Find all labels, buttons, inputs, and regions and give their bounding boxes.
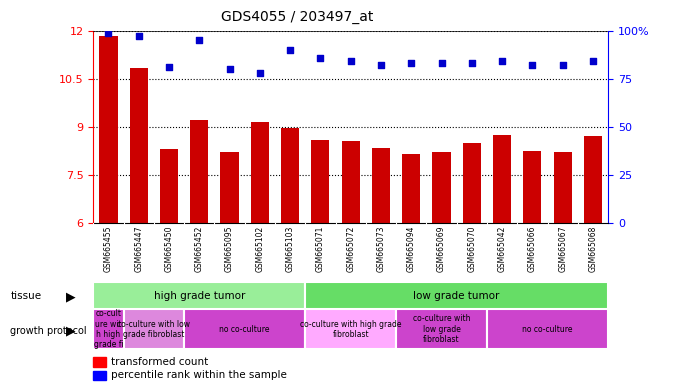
Bar — [463, 143, 481, 223]
Bar — [341, 141, 360, 223]
Text: percentile rank within the sample: percentile rank within the sample — [111, 370, 287, 380]
Point — [315, 55, 326, 61]
Text: GSM665455: GSM665455 — [104, 226, 113, 272]
Text: transformed count: transformed count — [111, 357, 208, 367]
Text: GSM665071: GSM665071 — [316, 226, 325, 272]
Bar — [487, 309, 608, 349]
Point — [103, 30, 114, 36]
Bar — [305, 282, 608, 309]
Bar — [584, 136, 602, 223]
Text: GSM665447: GSM665447 — [134, 226, 143, 272]
Text: ▶: ▶ — [66, 324, 75, 338]
Text: tissue: tissue — [10, 291, 41, 301]
Text: GSM665067: GSM665067 — [558, 226, 567, 272]
Text: GSM665069: GSM665069 — [437, 226, 446, 272]
Text: no co-culture: no co-culture — [220, 325, 270, 334]
Text: GSM665452: GSM665452 — [195, 226, 204, 272]
Bar — [93, 282, 305, 309]
Point — [436, 60, 447, 66]
Bar — [402, 154, 420, 223]
Text: GSM665450: GSM665450 — [164, 226, 173, 272]
Bar — [100, 36, 117, 223]
Bar — [93, 309, 124, 349]
Text: no co-culture: no co-culture — [522, 325, 573, 334]
Point — [527, 62, 538, 68]
Point — [285, 47, 296, 53]
Bar — [523, 151, 542, 223]
Text: co-culture with high grade
fibroblast: co-culture with high grade fibroblast — [300, 319, 401, 339]
Bar — [372, 147, 390, 223]
Point — [224, 66, 235, 72]
Text: GSM665073: GSM665073 — [377, 226, 386, 272]
Point — [557, 62, 568, 68]
Text: co-culture with
low grade
fibroblast: co-culture with low grade fibroblast — [413, 314, 471, 344]
Bar — [312, 139, 330, 223]
Point — [466, 60, 477, 66]
Bar — [130, 68, 148, 223]
Text: GSM665068: GSM665068 — [589, 226, 598, 272]
Point — [164, 64, 175, 70]
Text: GSM665103: GSM665103 — [285, 226, 294, 272]
Bar — [396, 309, 487, 349]
Text: GSM665094: GSM665094 — [407, 226, 416, 272]
Text: GSM665042: GSM665042 — [498, 226, 507, 272]
Text: co-culture with low
grade fibroblast: co-culture with low grade fibroblast — [117, 319, 190, 339]
Text: GSM665070: GSM665070 — [467, 226, 476, 272]
Text: ▶: ▶ — [66, 290, 75, 303]
Text: low grade tumor: low grade tumor — [413, 291, 500, 301]
Bar — [190, 120, 209, 223]
Bar — [160, 149, 178, 223]
Bar — [184, 309, 305, 349]
Point — [193, 37, 205, 43]
Point — [406, 60, 417, 66]
Point — [345, 58, 357, 65]
Point — [497, 58, 508, 65]
Text: GSM665095: GSM665095 — [225, 226, 234, 272]
Bar — [281, 128, 299, 223]
Point — [375, 62, 386, 68]
Text: GDS4055 / 203497_at: GDS4055 / 203497_at — [221, 10, 373, 23]
Point — [587, 58, 598, 65]
Point — [133, 33, 144, 40]
Text: GSM665102: GSM665102 — [256, 226, 265, 272]
Text: growth protocol: growth protocol — [10, 326, 87, 336]
Bar — [305, 309, 396, 349]
Bar — [433, 152, 451, 223]
Bar — [251, 122, 269, 223]
Bar — [124, 309, 184, 349]
Bar — [553, 152, 571, 223]
Point — [254, 70, 265, 76]
Text: high grade tumor: high grade tumor — [153, 291, 245, 301]
Text: GSM665072: GSM665072 — [346, 226, 355, 272]
Text: co-cult
ure wit
h high
grade fi: co-cult ure wit h high grade fi — [93, 309, 123, 349]
Text: GSM665066: GSM665066 — [528, 226, 537, 272]
Bar — [493, 135, 511, 223]
Bar — [220, 152, 238, 223]
